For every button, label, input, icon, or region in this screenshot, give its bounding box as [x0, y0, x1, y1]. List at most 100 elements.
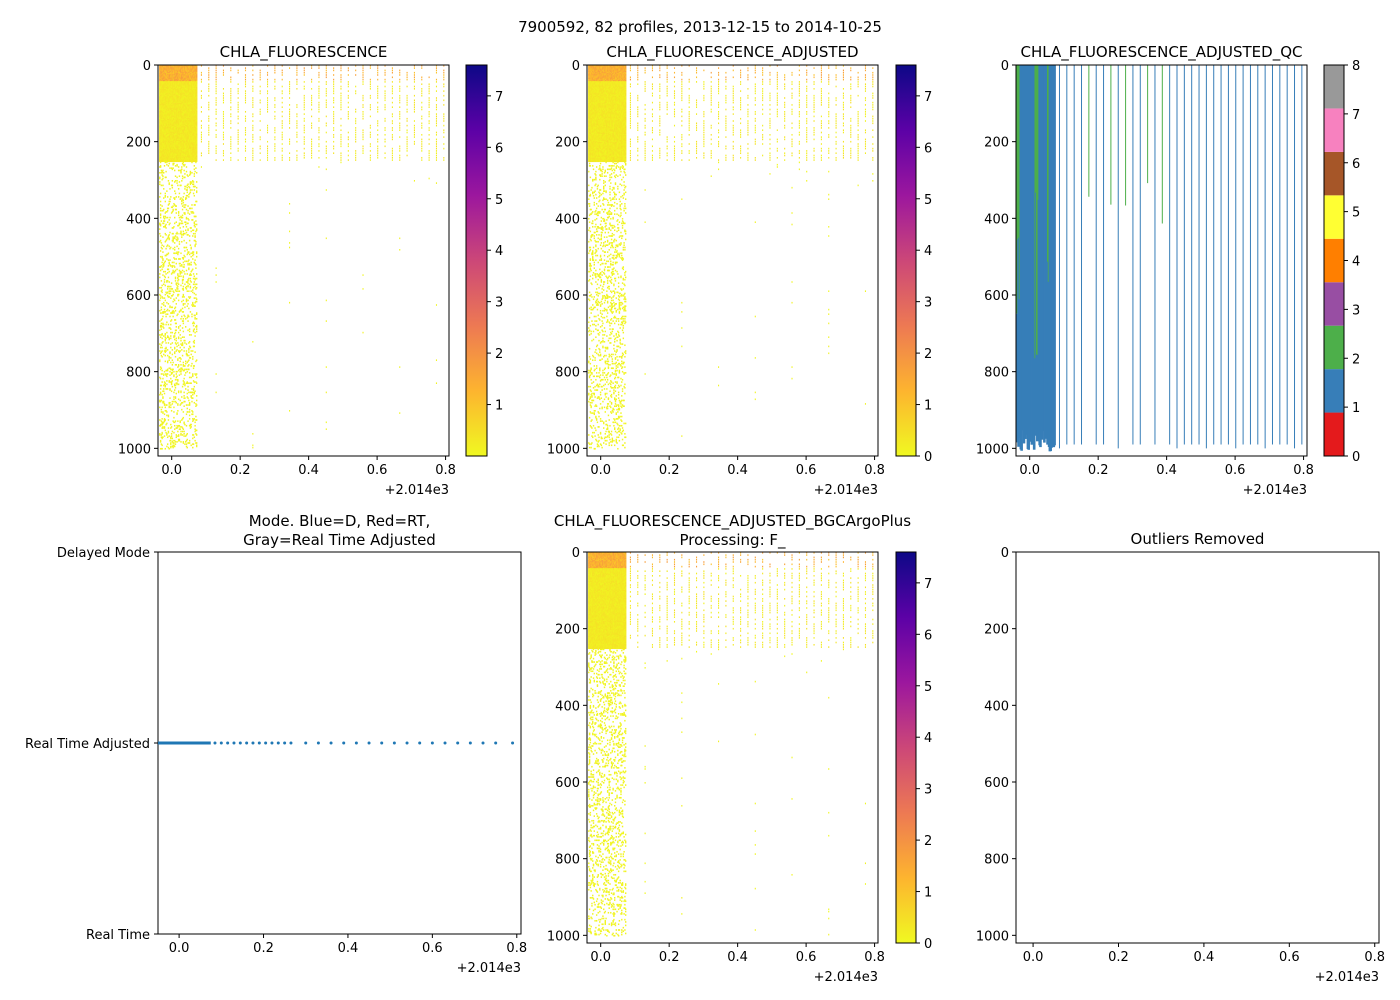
- chla-profile-sample: [186, 411, 188, 413]
- chla-profile-sample: [181, 69, 183, 72]
- chla-profile-sample: [185, 123, 187, 126]
- chla-profile-sample: [176, 117, 178, 120]
- chla-profile-sample: [181, 88, 183, 90]
- chla-profile-sample: [177, 327, 180, 329]
- chla-profile-sample: [188, 408, 191, 411]
- chla-profile-sample: [174, 78, 176, 81]
- chla-profile-sample: [178, 139, 181, 142]
- chla-profile-sample: [185, 194, 188, 197]
- chla-profile-sample: [163, 160, 165, 163]
- chla-profile-sample: [160, 137, 163, 140]
- chla-profile-sample: [167, 154, 170, 157]
- chla-profile-sample: [181, 367, 183, 370]
- chla-profile-sample: [178, 147, 181, 150]
- chla-profile-sample: [160, 122, 163, 125]
- chla-profile-sample: [172, 97, 174, 99]
- chla-profile-sample: [188, 138, 191, 141]
- chla-profile-sample: [182, 136, 185, 138]
- chla-profile-sample: [189, 84, 192, 87]
- chla-profile-sample: [159, 209, 162, 212]
- chla-profile-sample: [187, 128, 189, 130]
- chla-profile-sample: [170, 297, 172, 299]
- chla-profile-sample: [188, 404, 191, 406]
- chla-profile-sample: [162, 85, 164, 88]
- chla-profile-sample: [167, 113, 170, 115]
- chla-profile-sample: [163, 222, 165, 225]
- chla-profile-sample: [174, 387, 177, 389]
- chla-profile-sample: [163, 65, 166, 67]
- chla-profile-sample: [174, 76, 176, 79]
- chla-profile-sample: [182, 416, 185, 419]
- chla-profile-sample: [176, 99, 178, 102]
- chla-profile-sample: [161, 135, 163, 137]
- chla-profile-sample: [171, 295, 174, 297]
- chla-profile-sample: [173, 74, 175, 76]
- chla-profile-sample: [177, 131, 180, 134]
- chla-profile-sample: [163, 145, 166, 148]
- chla-profile-sample: [161, 116, 163, 119]
- chla-profile-sample: [173, 67, 175, 69]
- chla-profile-sample: [180, 132, 182, 135]
- chla-profile-sample: [174, 169, 176, 172]
- chla-profile-sample: [181, 280, 184, 282]
- chla-profile-sample: [161, 261, 163, 264]
- chla-profile-sample: [189, 160, 192, 163]
- chla-profile-sample: [185, 70, 187, 73]
- chla-profile-sample: [188, 68, 191, 71]
- chla-profile-sample: [190, 365, 192, 367]
- chla-profile-sample: [174, 81, 177, 83]
- chla-profile-sample: [176, 349, 178, 351]
- chla-profile-sample: [174, 75, 177, 77]
- chla-profile-sample: [168, 285, 170, 288]
- chla-profile-sample: [190, 65, 192, 67]
- chla-profile-sample: [185, 66, 188, 68]
- chla-profile-sample: [182, 123, 185, 126]
- chla-profile-sample: [168, 380, 170, 382]
- chla-profile-sample: [182, 320, 185, 322]
- chla-profile-sample: [177, 125, 179, 128]
- chla-profile-sample: [181, 109, 184, 112]
- chla-profile-sample: [168, 125, 170, 128]
- chla-profile-sample: [165, 78, 167, 81]
- chla-profile-sample: [166, 354, 169, 357]
- chla-profile-sample: [164, 152, 167, 154]
- chla-profile-sample: [191, 315, 193, 318]
- chla-profile-sample: [192, 134, 194, 136]
- chla-profile-sample: [164, 196, 167, 198]
- chla-profile-sample: [163, 78, 165, 81]
- chla-profile-sample: [164, 94, 167, 97]
- chla-profile-sample: [171, 81, 174, 83]
- chla-profile-sample: [159, 116, 161, 119]
- chla-profile-sample: [188, 115, 191, 118]
- chla-profile-sample: [179, 219, 181, 221]
- chla-profile-sample: [180, 146, 182, 149]
- chla-profile-sample: [176, 427, 178, 429]
- chla-profile-sample: [167, 81, 170, 83]
- chla-profile-sample: [163, 125, 165, 128]
- chla-profile-sample: [170, 125, 173, 128]
- chla-profile-sample: [162, 102, 164, 105]
- chla-profile-sample: [177, 98, 179, 100]
- chla-profile-sample: [178, 181, 181, 183]
- chla-profile-sample: [170, 331, 172, 334]
- chla-profile-sample: [190, 135, 192, 137]
- chla-profile-sample: [170, 67, 173, 69]
- chla-profile-sample: [174, 145, 177, 148]
- chla-profile-sample: [169, 130, 171, 133]
- chla-profile-sample: [188, 77, 190, 80]
- chla-profile-sample: [172, 160, 174, 163]
- chla-profile-sample: [163, 81, 165, 83]
- chla-profile-sample: [167, 97, 170, 99]
- chla-profile-sample: [163, 107, 166, 110]
- chla-profile-sample: [178, 100, 181, 103]
- chla-profile-sample: [166, 280, 168, 282]
- chla-profile-sample: [181, 81, 184, 83]
- chla-profile-sample: [159, 91, 161, 94]
- chla-profile-sample: [192, 77, 194, 80]
- chla-profile-sample: [169, 145, 171, 148]
- chla-profile-sample: [166, 135, 168, 137]
- chla-profile-sample: [182, 285, 185, 288]
- chla-profile-sample: [177, 148, 180, 151]
- chla-profile-sample: [174, 180, 177, 182]
- chla-profile-sample: [159, 73, 161, 75]
